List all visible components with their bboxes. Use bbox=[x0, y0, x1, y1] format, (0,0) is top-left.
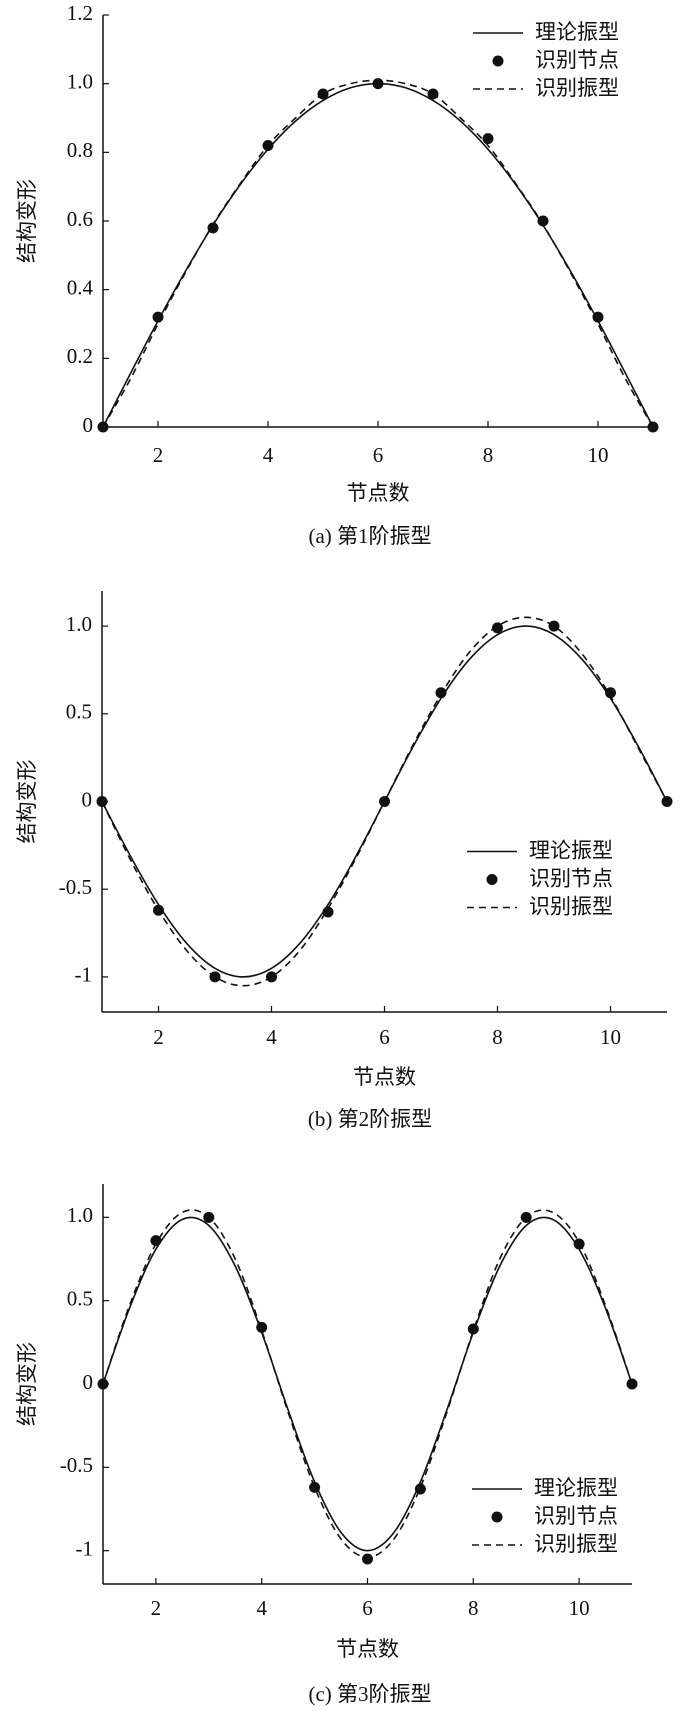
data-point bbox=[256, 1321, 268, 1333]
legend-label: 识别节点 bbox=[529, 867, 613, 891]
y-tick-label: 0.2 bbox=[67, 344, 93, 368]
x-tick-label: 8 bbox=[468, 1596, 479, 1620]
data-point bbox=[605, 687, 616, 699]
data-point bbox=[467, 1323, 479, 1335]
data-point bbox=[548, 620, 560, 632]
legend-label: 识别振型 bbox=[534, 1532, 618, 1556]
x-tick-label: 6 bbox=[362, 1596, 373, 1620]
data-point bbox=[207, 222, 219, 234]
data-point bbox=[647, 421, 659, 433]
solid-line bbox=[102, 1216, 633, 1552]
y-axis-label: 结构变形 bbox=[15, 760, 39, 844]
subplot: -1 -0.5 0 0.5 1.0 2 4 6 8 10 节点数 结构变形 (b) 第2阶振型 理论振型识… bbox=[15, 591, 673, 1131]
y-tick-label: 0 bbox=[83, 413, 94, 437]
y-tick-label: 0 bbox=[83, 1370, 94, 1394]
dashed-line bbox=[102, 1209, 633, 1559]
legend-label: 识别振型 bbox=[529, 895, 613, 919]
y-tick-label: 0.5 bbox=[67, 1286, 93, 1310]
legend-label: 识别节点 bbox=[535, 48, 619, 72]
data-point bbox=[492, 622, 503, 634]
data-point bbox=[482, 133, 494, 145]
caption: (a) 第1阶振型 bbox=[308, 524, 431, 548]
caption: (c) 第3阶振型 bbox=[308, 1682, 431, 1706]
x-axis-label: 节点数 bbox=[353, 1065, 416, 1089]
data-point bbox=[322, 906, 334, 918]
x-tick-label: 10 bbox=[569, 1596, 590, 1620]
y-tick-label: 0.5 bbox=[66, 700, 92, 724]
data-point bbox=[435, 687, 447, 699]
y-tick-label: 1.0 bbox=[67, 69, 93, 93]
x-tick-label: 6 bbox=[373, 443, 384, 467]
dashed-line bbox=[102, 79, 654, 428]
legend-marker bbox=[486, 874, 498, 885]
y-axis-label: 结构变形 bbox=[15, 179, 39, 263]
x-tick-label: 4 bbox=[256, 1596, 267, 1620]
data-point bbox=[362, 1553, 373, 1565]
dashed-line bbox=[101, 616, 668, 987]
legend-label: 识别振型 bbox=[535, 76, 619, 100]
data-point bbox=[573, 1238, 585, 1250]
y-tick-label: 0.8 bbox=[67, 138, 93, 162]
legend-label: 理论振型 bbox=[535, 20, 619, 44]
x-tick-label: 2 bbox=[151, 1596, 162, 1620]
caption: (b) 第2阶振型 bbox=[308, 1107, 432, 1131]
legend-label: 理论振型 bbox=[529, 839, 613, 863]
y-tick-label: 0.6 bbox=[67, 207, 93, 231]
legend-label: 识别节点 bbox=[534, 1504, 618, 1528]
y-axis-label: 结构变形 bbox=[15, 1342, 39, 1426]
y-tick-label: 0 bbox=[82, 787, 93, 811]
y-tick-label: -0.5 bbox=[59, 875, 92, 899]
x-axis-label: 节点数 bbox=[336, 1637, 399, 1661]
data-point bbox=[537, 215, 549, 227]
x-axis-label: 节点数 bbox=[347, 481, 410, 505]
x-tick-label: 2 bbox=[153, 1025, 164, 1049]
subplot: -1 -0.5 0 0.5 1.0 2 4 6 8 10 节点数 结构变形 (c) 第3阶振型 理论振型识… bbox=[15, 1184, 638, 1706]
solid-line bbox=[102, 82, 654, 428]
y-tick-label: -1 bbox=[76, 1536, 94, 1560]
x-tick-label: 6 bbox=[379, 1025, 390, 1049]
x-tick-label: 10 bbox=[588, 443, 609, 467]
legend-label: 理论振型 bbox=[534, 1476, 618, 1500]
y-tick-label: 0.4 bbox=[67, 275, 94, 299]
legend-marker bbox=[492, 55, 504, 67]
y-tick-label: -1 bbox=[75, 963, 93, 987]
y-tick-label: -0.5 bbox=[60, 1453, 93, 1477]
y-tick-label: 1.2 bbox=[67, 1, 93, 25]
x-tick-label: 2 bbox=[153, 443, 164, 467]
y-tick-label: 1.0 bbox=[66, 612, 92, 636]
x-tick-label: 8 bbox=[483, 443, 494, 467]
subplot: 0 0.2 0.4 0.6 0.8 1.0 1.2 2 4 6 8 10 节点数 结构变形 (a) 第1阶振… bbox=[15, 1, 659, 548]
x-tick-label: 8 bbox=[492, 1025, 503, 1049]
x-tick-label: 4 bbox=[263, 443, 274, 467]
data-point bbox=[309, 1481, 321, 1493]
x-tick-label: 10 bbox=[600, 1025, 621, 1049]
legend-marker bbox=[491, 1511, 503, 1523]
y-tick-label: 1.0 bbox=[67, 1203, 93, 1227]
x-tick-label: 4 bbox=[266, 1025, 277, 1049]
data-point bbox=[414, 1483, 426, 1495]
